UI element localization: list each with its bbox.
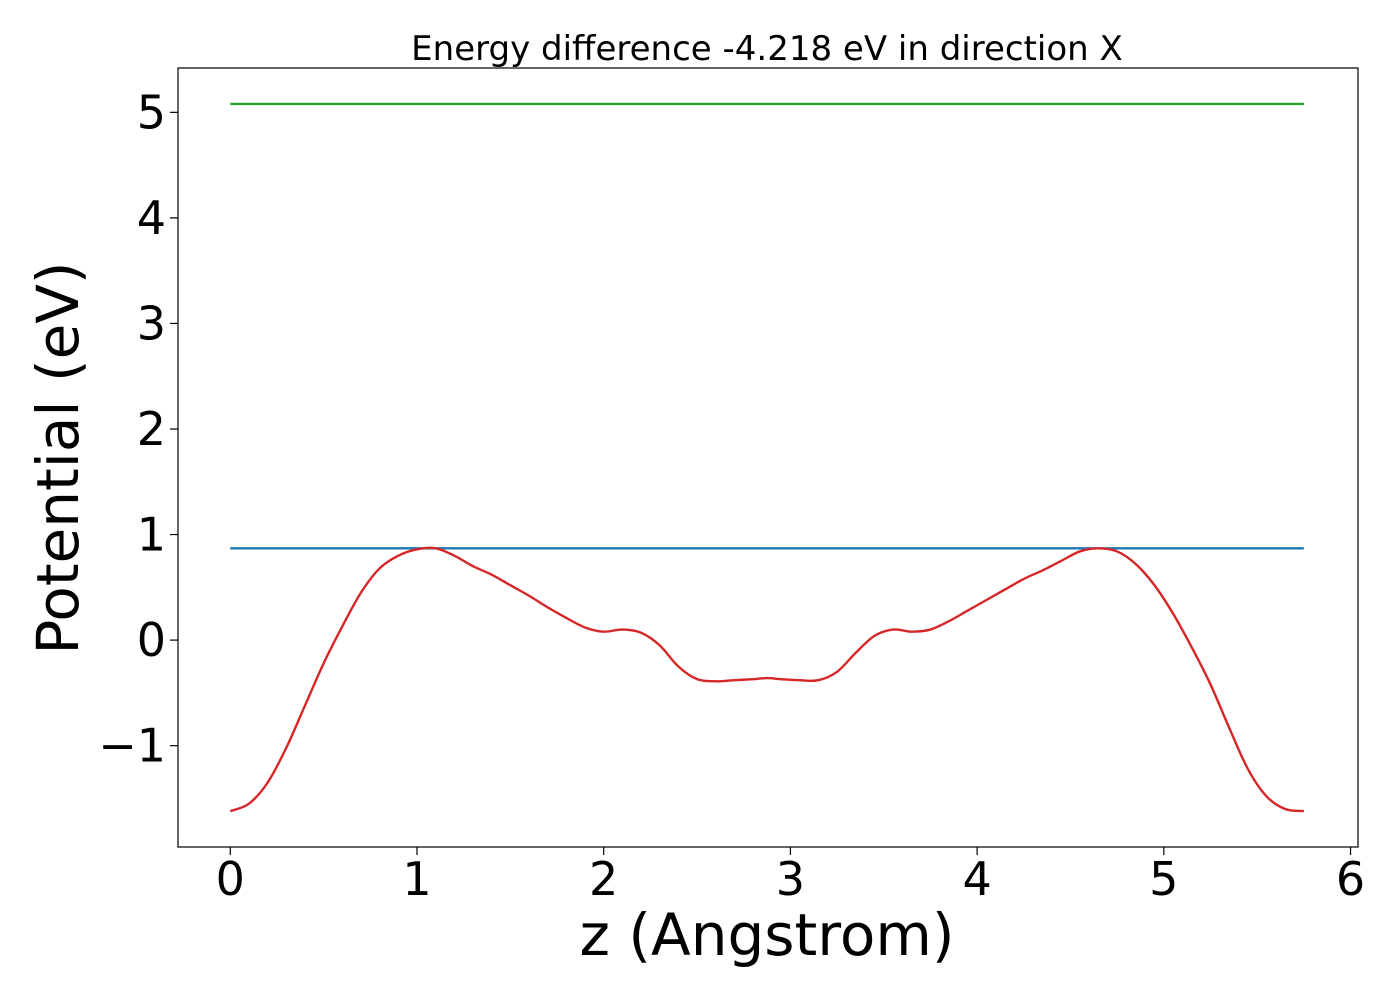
x-tick-label: 0 <box>216 852 245 906</box>
x-tick-label: 1 <box>402 852 431 906</box>
x-tick-label: 5 <box>1149 852 1178 906</box>
series-layer <box>229 102 1304 813</box>
y-tick-label: 0 <box>137 613 166 667</box>
y-axis-ticks: −1 0 1 2 3 4 5 <box>98 85 178 773</box>
x-axis-title: z (Angstrom) <box>580 901 955 969</box>
y-tick-label: 4 <box>137 191 166 245</box>
y-axis-title: Potential (eV) <box>24 261 92 654</box>
x-tick-label: 6 <box>1336 852 1365 906</box>
x-tick-label: 2 <box>589 852 618 906</box>
plot-frame <box>177 67 1359 848</box>
y-tick-label: 3 <box>137 296 166 350</box>
x-tick-label: 4 <box>962 852 991 906</box>
series-line-2 <box>229 546 1304 813</box>
y-tick-label: 5 <box>137 85 166 139</box>
y-tick-label: −1 <box>98 719 166 773</box>
chart-title: Energy difference -4.218 eV in direction… <box>411 29 1123 69</box>
y-tick-label: 1 <box>137 508 166 562</box>
x-axis-ticks: 0 1 2 3 4 5 6 <box>216 847 1365 906</box>
y-tick-label: 2 <box>137 402 166 456</box>
x-tick-label: 3 <box>776 852 805 906</box>
